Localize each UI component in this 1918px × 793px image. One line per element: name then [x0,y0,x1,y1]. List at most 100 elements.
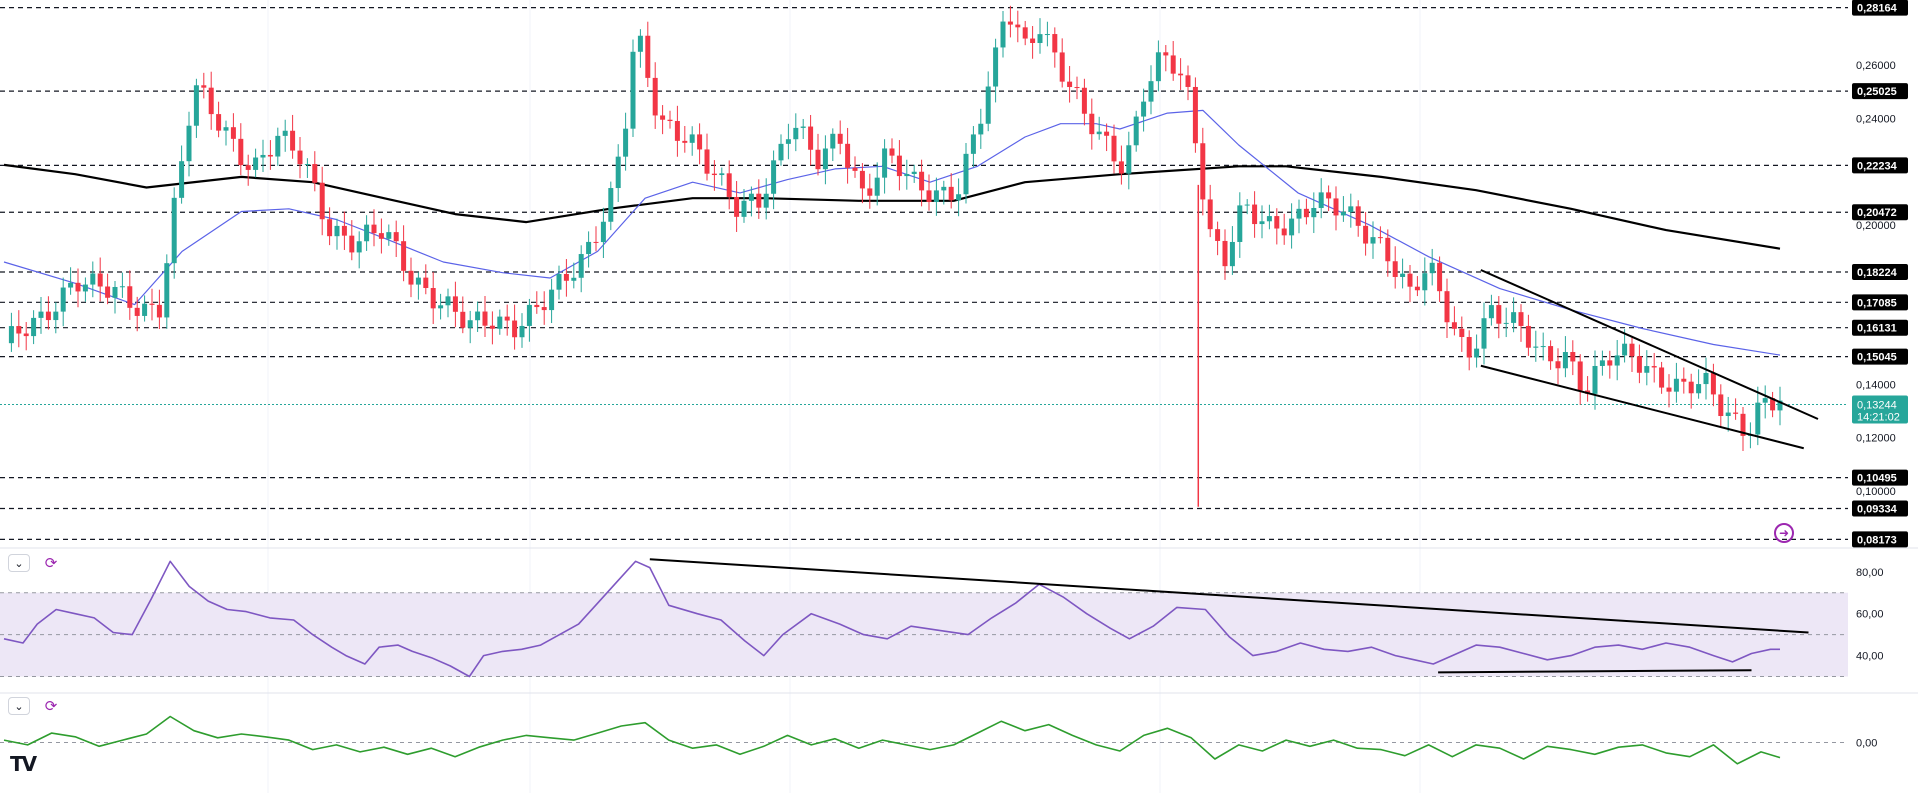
candle-body [822,148,828,170]
candle-body [1104,131,1110,136]
candle-body [993,47,999,87]
candle-body [164,263,170,318]
candle-body [1200,143,1206,200]
candle-body [1059,52,1065,82]
candle-body [1740,413,1746,436]
candle-body [1237,205,1243,242]
candle-body [1252,204,1258,225]
candle-body [549,289,555,311]
candle-body [1030,38,1036,44]
current-price-tag [1852,395,1908,424]
candle-body [778,143,784,161]
rsi-line [3,560,1780,678]
level-price-label: 0,10495 [1857,473,1897,485]
candle-body [970,134,976,154]
candle-body [1451,322,1457,329]
rsi-trendline [1438,669,1752,674]
candle-body [1215,229,1221,241]
candle-body [8,326,14,344]
rsi-pane-controls: ⌄ ⟳ [8,554,62,572]
candle-body [867,188,873,196]
candle-body [304,164,310,166]
candle-body [142,303,148,316]
candle-body [726,173,732,197]
ema-long-line [3,163,1781,250]
candle-body [408,270,414,285]
candle-body [741,200,747,217]
level-price-label: 0,17085 [1857,297,1897,309]
candle-body [1437,262,1443,292]
level-price-label: 0,18224 [1857,267,1898,279]
candle-body [512,320,518,338]
candle-body [1178,73,1184,76]
candle-body [534,304,540,308]
candle-body [119,286,125,288]
candle-body [904,173,910,177]
level-price-label: 0,08173 [1857,534,1897,546]
price-axis-tick-label: 0,14000 [1856,379,1896,391]
candle-body [1511,312,1517,323]
sync-icon[interactable]: ⟳ [44,555,58,572]
candle-body [60,287,66,312]
price-axis-tick-label: 0,26000 [1856,60,1896,72]
rsi-axis-tick-label: 60,00 [1856,609,1884,621]
candle-body [815,149,821,170]
level-price-tag [1852,204,1908,221]
candle-body [956,194,962,201]
candle-body [1673,378,1679,392]
candle-body [1089,113,1095,135]
candle-body [16,326,22,334]
candle-body [1555,361,1561,369]
candle-body [896,155,902,177]
candle-body [623,128,629,157]
level-price-tag [1852,83,1908,100]
candle-body [445,296,451,306]
candle-body [948,186,954,201]
price-axis-tick-label: 0,12000 [1856,433,1896,445]
candle-body [356,241,362,253]
price-axis-tick-label: 0,20000 [1856,220,1896,232]
candle-body [290,130,296,151]
candle-body [105,286,111,298]
candle-body [600,221,606,243]
candle-body [1570,352,1576,362]
candle-body [489,325,495,329]
candle-body [430,288,436,309]
candle-body [926,190,932,203]
candle-body [1333,198,1339,216]
candle-countdown-label: 14:21:02 [1857,412,1900,424]
candle-body [1067,81,1073,88]
collapse-chevron-icon[interactable]: ⌄ [8,697,30,715]
candle-body [253,157,259,170]
current-price-label: 0,13244 [1857,400,1897,412]
price-trendline [1480,269,1819,420]
candle-body [245,165,251,170]
candle-body [1118,161,1124,174]
flash-icon[interactable]: ➜ [1774,523,1794,543]
candle-body [349,235,355,253]
candle-body [23,333,29,337]
candle-body [1311,207,1317,218]
candle-body [482,311,488,326]
candle-body [978,123,984,135]
candle-body [53,311,59,321]
candle-body [889,148,895,156]
collapse-chevron-icon[interactable]: ⌄ [8,554,30,572]
candle-body [1629,343,1635,357]
candle-body [689,134,695,143]
candle-body [393,232,399,242]
level-price-tag [1852,319,1908,336]
candle-body [460,311,466,328]
sync-icon[interactable]: ⟳ [44,698,58,715]
level-price-tag [1852,264,1908,281]
candle-body [1163,52,1169,56]
candle-body [719,173,725,176]
level-price-label: 0,16131 [1857,323,1897,335]
candle-body [1377,237,1383,239]
candle-body [504,316,510,321]
candle-body [1281,228,1287,236]
candle-body [275,135,281,157]
candle-body [1651,366,1657,368]
candle-body [179,161,185,198]
